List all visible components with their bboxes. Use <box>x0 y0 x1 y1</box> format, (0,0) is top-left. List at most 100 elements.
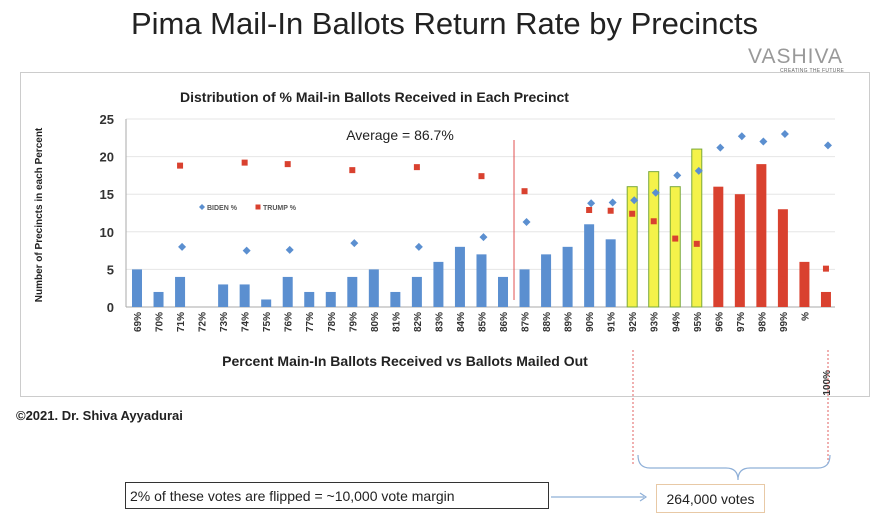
trump-point <box>736 273 743 280</box>
trump-point <box>822 265 829 272</box>
x-tick-label: 99% <box>779 312 790 332</box>
x-tick-label: 76% <box>284 312 295 332</box>
bar-94% <box>669 186 681 308</box>
biden-point <box>479 233 488 242</box>
bar-100% <box>820 291 831 307</box>
x-tick-label: 90% <box>585 312 596 332</box>
x-tick-label: 88% <box>542 312 553 332</box>
x-tick-label: 85% <box>477 312 488 332</box>
y-tick-label: 15 <box>100 187 114 202</box>
biden-point <box>823 141 832 150</box>
bar-79% <box>347 276 358 307</box>
x-tick-label: 96% <box>714 312 725 332</box>
legend-label: BIDEN % <box>207 205 238 212</box>
bar-78% <box>325 291 336 307</box>
x-tick-label: 69% <box>133 312 144 332</box>
x-tick-label: 82% <box>413 312 424 332</box>
x-tick-label: 97% <box>736 312 747 332</box>
x-tick-label: 78% <box>327 312 338 332</box>
bar-95% <box>691 148 703 308</box>
y-tick-label: 25 <box>100 112 114 127</box>
biden-point <box>608 198 617 207</box>
bar-82% <box>411 276 422 307</box>
votes-total-box: 264,000 votes <box>656 484 765 513</box>
x-tick-label: 94% <box>671 312 682 332</box>
bracket <box>637 454 831 481</box>
x-tick-label: 71% <box>176 312 187 332</box>
x-tick-label: 80% <box>370 312 381 332</box>
bar-76% <box>282 276 293 307</box>
x-tick-label: 84% <box>456 312 467 332</box>
x-tick-label: 81% <box>391 312 402 332</box>
trump-point <box>672 235 679 242</box>
trump-point <box>521 188 528 195</box>
biden-point <box>587 199 596 208</box>
chart-panel <box>20 72 870 397</box>
bar-84% <box>454 246 465 307</box>
x-tick-label: 92% <box>628 312 639 332</box>
biden-point <box>673 171 682 180</box>
biden-point <box>759 137 768 146</box>
bar-93% <box>648 171 660 308</box>
slide-title: Pima Mail-In Ballots Return Rate by Prec… <box>130 6 759 41</box>
y-tick-label: 10 <box>100 225 114 240</box>
biden-point <box>651 188 660 197</box>
biden-point <box>178 242 187 251</box>
logo-text: VASHIVA <box>748 45 843 68</box>
x-tick-label: 79% <box>348 312 359 332</box>
bar-97% <box>734 194 745 307</box>
trump-point <box>715 261 722 268</box>
x-tick-label: 100% <box>822 370 833 396</box>
trump-point <box>693 240 700 247</box>
y-tick-label: 0 <box>107 300 114 315</box>
trump-point <box>241 159 248 166</box>
legend-label: TRUMP % <box>263 205 297 212</box>
trump-point <box>478 173 485 180</box>
x-tick-label: 89% <box>564 312 575 332</box>
x-tick-label: 83% <box>434 312 445 332</box>
y-axis-label: Number of Precincts in each Percent <box>34 127 45 302</box>
bar-75% <box>261 299 272 307</box>
bar-71% <box>175 276 186 307</box>
bar-90% <box>584 224 595 307</box>
bar-80% <box>368 269 379 307</box>
bar-91% <box>605 239 616 307</box>
trump-point <box>177 162 184 169</box>
bar-88% <box>541 254 552 307</box>
x-tick-label: 72% <box>198 312 209 332</box>
trump-point <box>779 276 786 283</box>
bar-69% <box>132 269 142 307</box>
biden-point <box>414 242 423 251</box>
biden-point <box>716 143 725 152</box>
x-tick-label: 74% <box>241 312 252 332</box>
bar-70% <box>153 291 164 307</box>
x-tick-label: 91% <box>607 312 618 332</box>
y-tick-label: 20 <box>100 150 114 165</box>
biden-point <box>242 246 251 255</box>
x-axis-label: Percent Main-In Ballots Received vs Ball… <box>222 353 588 369</box>
trump-point <box>758 268 765 275</box>
x-tick-label: 95% <box>693 312 704 332</box>
bar-89% <box>562 246 573 307</box>
biden-point <box>350 239 359 248</box>
x-tick-label: 75% <box>262 312 273 332</box>
x-tick-label: 87% <box>521 312 532 332</box>
biden-point <box>522 218 531 227</box>
bar-99% <box>777 209 788 307</box>
x-tick-label: 70% <box>155 312 166 332</box>
x-tick-label: 86% <box>499 312 510 332</box>
biden-point <box>630 196 639 205</box>
bar-74% <box>239 284 250 307</box>
bar-87% <box>519 269 530 307</box>
trump-point <box>586 206 593 213</box>
x-tick-label: 93% <box>650 312 661 332</box>
trump-point <box>284 161 291 168</box>
trump-point <box>629 210 636 217</box>
bar-77% <box>304 291 315 307</box>
bar-81% <box>390 291 401 307</box>
x-tick-label: % <box>800 312 811 321</box>
trump-point <box>650 218 657 225</box>
copyright: ©2021. Dr. Shiva Ayyadurai <box>16 408 183 423</box>
